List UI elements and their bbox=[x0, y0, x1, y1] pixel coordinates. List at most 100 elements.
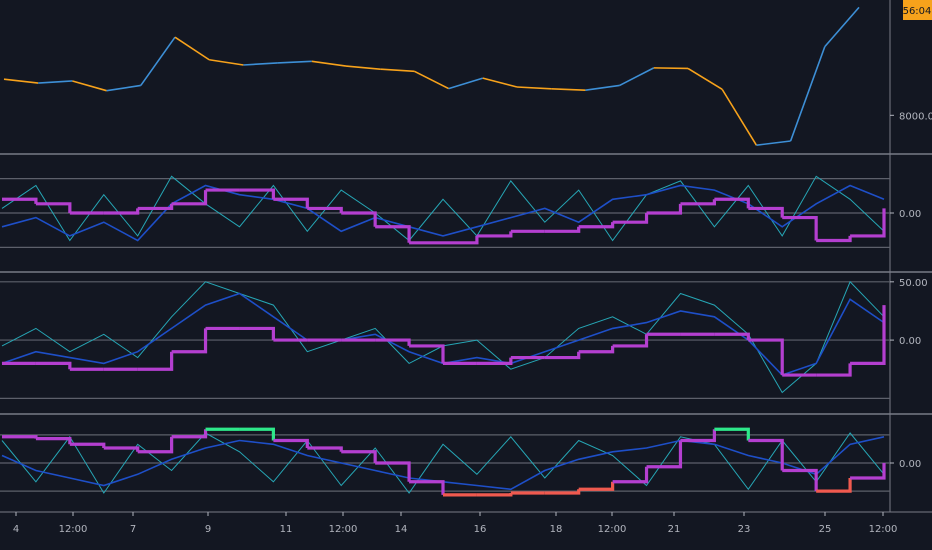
time-tick-label: 4 bbox=[13, 524, 19, 535]
time-tick-label: 18 bbox=[550, 524, 563, 535]
signal-step bbox=[273, 438, 309, 448]
signal-step bbox=[748, 338, 784, 376]
price-segment bbox=[789, 46, 826, 142]
signal-step bbox=[35, 361, 72, 370]
signal-step bbox=[103, 208, 140, 215]
signal-step bbox=[409, 344, 445, 364]
signal-step bbox=[816, 235, 852, 243]
signal-step bbox=[239, 326, 275, 341]
price-segment bbox=[756, 140, 791, 146]
signal-step bbox=[544, 351, 581, 360]
time-tick-label: 11 bbox=[280, 524, 293, 535]
time-tick-label: 16 bbox=[474, 524, 487, 535]
signal-step bbox=[476, 231, 513, 238]
signal-step bbox=[612, 334, 649, 348]
price-badge: 56:04 bbox=[903, 0, 932, 20]
signal-step bbox=[816, 478, 852, 493]
price-segment bbox=[243, 62, 278, 66]
signal-step bbox=[612, 213, 649, 224]
signal-step bbox=[680, 199, 716, 206]
signal-step bbox=[443, 235, 479, 245]
signal-step bbox=[69, 442, 106, 448]
price-segment bbox=[482, 77, 518, 88]
signal-step bbox=[578, 222, 615, 229]
signal-step bbox=[239, 188, 275, 200]
price-segment bbox=[209, 58, 244, 66]
price-segment bbox=[414, 70, 449, 90]
price-segment bbox=[619, 67, 655, 87]
price-badge-text: 56:04 bbox=[903, 6, 932, 17]
osc-tick-label: 0.00 bbox=[899, 459, 921, 470]
price-segment bbox=[721, 88, 758, 146]
axis-layer: 8000.00 0.00 50.00 0.00 0.00 4 12:00 7 9 11 12:00 1… bbox=[13, 111, 932, 535]
signal-step bbox=[850, 305, 886, 365]
signal-step bbox=[476, 357, 513, 365]
price-segment bbox=[174, 36, 210, 61]
grid-layer bbox=[0, 0, 932, 513]
signal-step bbox=[544, 226, 581, 233]
signal-step bbox=[239, 427, 275, 441]
signal-step bbox=[850, 463, 886, 480]
price-segment bbox=[38, 80, 73, 84]
signal-step bbox=[171, 328, 208, 354]
osc-tick-label: 0.00 bbox=[899, 336, 921, 347]
signal-step bbox=[612, 466, 649, 484]
price-segment bbox=[345, 65, 381, 70]
signal-step bbox=[273, 197, 309, 209]
price-segment bbox=[448, 77, 484, 90]
signal-step bbox=[171, 429, 208, 439]
time-tick-label: 25 bbox=[819, 524, 832, 535]
signal-step bbox=[35, 437, 72, 445]
signal-step bbox=[816, 363, 852, 377]
time-tick-label: 9 bbox=[205, 524, 211, 535]
signal-step bbox=[35, 202, 72, 213]
price-segment bbox=[585, 84, 620, 91]
signal-step bbox=[409, 480, 445, 495]
signal-step bbox=[2, 435, 38, 439]
time-tick-label: 12:00 bbox=[869, 524, 898, 535]
signal-step bbox=[680, 429, 716, 443]
signal-step bbox=[307, 446, 343, 452]
osc-tick-label: 0.00 bbox=[899, 209, 921, 220]
signal-step bbox=[171, 190, 208, 206]
price-segment bbox=[687, 67, 723, 91]
price-segment bbox=[653, 67, 689, 70]
signal-step bbox=[748, 438, 784, 471]
signal-step bbox=[137, 436, 174, 454]
time-tick-label: 21 bbox=[668, 524, 681, 535]
signal-step bbox=[782, 468, 818, 492]
signal-step bbox=[646, 203, 683, 215]
signal-step bbox=[578, 481, 615, 491]
price-segment bbox=[72, 80, 107, 92]
time-tick-label: 7 bbox=[130, 524, 136, 535]
signal-step bbox=[850, 208, 886, 238]
signal-step bbox=[137, 351, 174, 371]
price-segment bbox=[551, 88, 586, 91]
signal-step bbox=[782, 215, 818, 241]
price-segment bbox=[824, 6, 860, 48]
price-segment bbox=[277, 60, 312, 64]
signal-step bbox=[375, 338, 411, 346]
signal-step bbox=[714, 332, 750, 341]
signal-step bbox=[714, 197, 750, 209]
signal-step bbox=[714, 427, 750, 441]
price-segment bbox=[140, 36, 176, 86]
signal-step bbox=[2, 197, 38, 204]
time-tick-label: 23 bbox=[738, 524, 751, 535]
price-segment bbox=[311, 60, 347, 67]
signal-step bbox=[544, 489, 581, 495]
time-tick-label: 14 bbox=[395, 524, 408, 535]
time-tick-label: 12:00 bbox=[329, 524, 358, 535]
signal-step bbox=[103, 446, 140, 452]
price-segment bbox=[380, 68, 415, 73]
price-segment bbox=[516, 86, 552, 90]
signal-step bbox=[646, 440, 683, 469]
price-segment bbox=[106, 84, 141, 92]
signal-step bbox=[341, 450, 377, 463]
signal-step bbox=[137, 203, 174, 211]
signal-step bbox=[341, 211, 377, 227]
price-tick-label: 8000.00 bbox=[899, 111, 932, 122]
signal-step bbox=[578, 345, 615, 354]
